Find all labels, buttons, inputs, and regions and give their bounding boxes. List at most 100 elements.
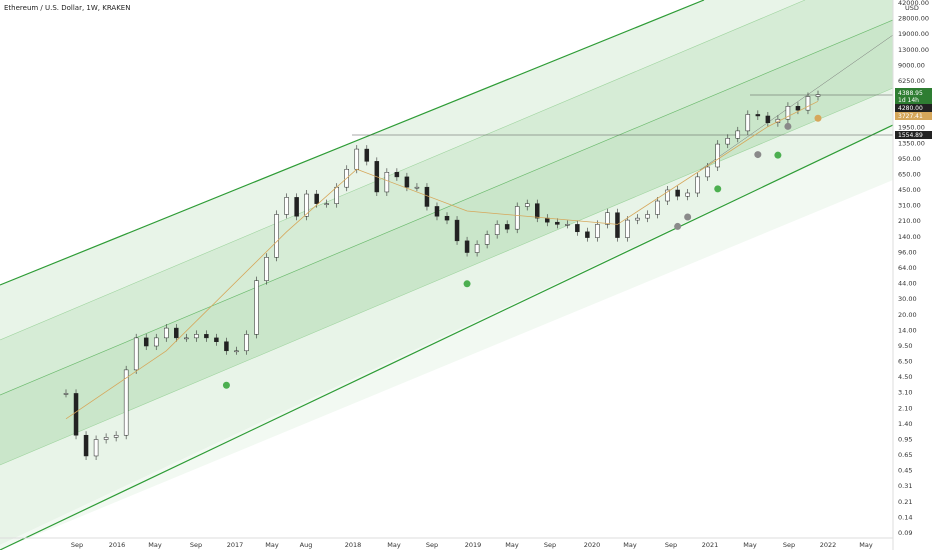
y-tick-label: 4.50 [898,373,912,381]
candle-body [123,369,129,436]
y-tick-label: 3.10 [898,389,912,397]
x-tick-label: May [859,541,873,549]
candle-body [264,257,269,281]
signal-marker [684,213,692,221]
channel-bottom-line [0,124,894,550]
candle-body [524,203,530,207]
y-tick-label: 6.50 [898,358,912,366]
x-tick-label: Sep [190,541,202,549]
candle-body [635,217,640,221]
signal-marker [774,151,782,159]
candle-body [514,206,520,230]
trendline-upper [699,34,894,171]
candle-body [765,115,771,123]
y-tick-label: 28000.00 [898,15,929,23]
candle-body [294,197,299,217]
x-tick-label: May [265,541,279,549]
candle-body [83,434,89,457]
candle-body [204,334,209,339]
candle-body [384,171,390,193]
candle-body [504,224,510,230]
x-tick-label: Sep [544,541,556,549]
candle-body [364,148,370,162]
channel-mid-line [0,19,894,396]
x-tick-label: May [505,541,519,549]
signal-marker [754,151,762,159]
candle-body [805,96,811,111]
candle-body [675,189,680,197]
signal-marker [784,122,792,130]
candle-body [535,203,540,219]
candle-body [655,200,660,215]
y-tick-label: 140.00 [898,233,921,241]
x-tick-label: 2019 [465,541,482,549]
candle-body [645,214,650,219]
channel-top-line [0,0,705,286]
y-tick-label: 19000.00 [898,30,929,38]
candlesticks [63,90,821,460]
candle-body [605,212,610,225]
channel-line-2 [0,0,806,341]
candle-body [133,337,139,371]
candle-body [695,176,700,194]
signal-marker [714,185,722,193]
y-tick-label: 20.00 [898,311,917,319]
y-tick-label: 0.65 [898,451,912,459]
candle-body [284,197,289,215]
y-tick-label: 0.09 [898,529,912,537]
candle-body [244,334,249,352]
candle-body [394,171,400,178]
x-tick-label: 2021 [702,541,719,549]
candle-body [444,215,450,221]
candle-body [464,240,470,253]
candle-body [354,148,360,170]
y-tick-label: 9.50 [898,342,912,350]
candle-body [585,231,590,238]
candle-body [494,224,500,235]
candle-body [63,393,69,395]
y-tick-label: 1350.00 [898,139,925,147]
price-axis: 42000.00 28000.00 19000.00 13000.00 9000.00 6… [892,0,929,550]
x-tick-label: May [623,541,637,549]
y-tick-label: 30.00 [898,295,917,303]
y-tick-label: 0.21 [898,498,912,506]
y-tick-label: 0.45 [898,467,912,475]
markers [222,114,822,389]
candle-body [665,189,670,202]
moving-average-line [65,100,819,420]
x-tick-label: Aug [300,541,313,549]
y-tick-label: 6250.00 [898,77,925,85]
candle-body [484,234,490,245]
candle-body [414,186,420,189]
tag-current-price: 4388.95 [898,90,923,97]
x-tick-label: Sep [71,541,83,549]
candle-body [224,341,229,352]
x-tick-label: May [148,541,162,549]
candle-body [555,221,560,225]
x-tick-label: 2022 [820,541,837,549]
candle-body [164,327,169,339]
tag-1554-bg [895,131,932,139]
candle-body [434,206,440,217]
y-tick-label: 96.00 [898,248,917,256]
candle-body [334,186,339,204]
x-tick-label: 2016 [109,541,126,549]
y-tick-label: 310.00 [898,202,921,210]
candle-body [73,393,79,436]
candle-body [174,327,179,339]
candle-body [474,244,480,253]
y-tick-label: 1950.00 [898,124,925,132]
signal-marker [463,280,471,288]
tag-4280: 4280.00 [898,105,923,112]
tag-ma: 3727.41 [898,113,923,120]
y-tick-label: 44.00 [898,280,917,288]
candle-body [254,280,259,335]
candle-body [424,186,430,207]
y-tick-label: 42000.00 [898,0,929,7]
candle-body [304,193,309,217]
candle-body [93,439,99,457]
y-tick-label: 9000.00 [898,61,925,69]
tag-4280-bg [895,104,932,112]
candle-body [545,217,550,223]
